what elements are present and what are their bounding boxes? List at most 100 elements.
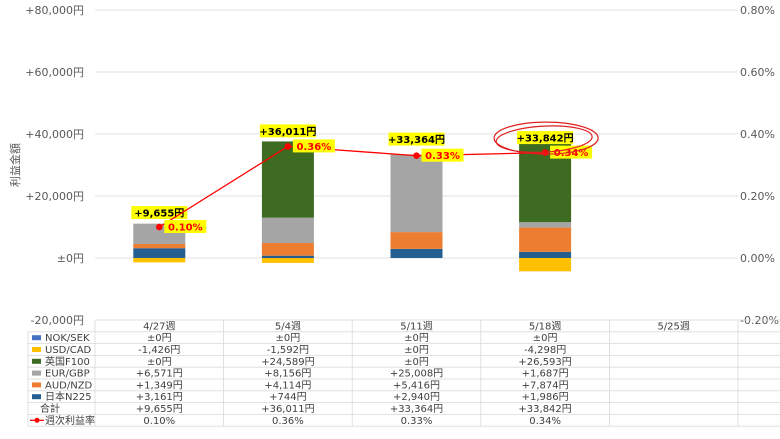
bar-segment [133, 244, 186, 249]
table-cell: +1,349円 [136, 380, 183, 391]
table-cell: +25,008円 [390, 369, 443, 380]
rate-line [158, 145, 546, 228]
category-label: 4/27週 [143, 321, 175, 333]
rate-label-bg [164, 220, 207, 233]
bar-segment [133, 258, 186, 263]
rate-data-label: 0.34% [554, 148, 589, 159]
legend-entry: 週次利益率 [45, 414, 95, 427]
table-cell: +1,687円 [522, 369, 569, 380]
total-label-bg [131, 206, 188, 220]
table-cell: ±0円 [147, 333, 172, 344]
table-cell: -1,592円 [267, 345, 309, 356]
y-tick-label: -20,000円 [31, 314, 84, 327]
bar-segment [390, 232, 443, 249]
table-cell: +9,655円 [136, 404, 183, 415]
legend-key [32, 394, 41, 400]
legend-key [32, 358, 41, 364]
table-cell: 0.10% [143, 416, 175, 427]
emphasis-circle [493, 121, 599, 155]
y2-tick-label: 0.20% [740, 190, 775, 203]
table-cell: +24,589円 [261, 357, 314, 368]
y-tick-label: +80,000円 [25, 4, 84, 17]
bar-segment [519, 251, 572, 258]
bar-segment [519, 258, 572, 272]
category-label: 5/4週 [275, 321, 301, 333]
total-data-label: +33,842円 [517, 133, 574, 145]
table-cell: +2,940円 [393, 392, 440, 403]
table-cell: ±0円 [533, 333, 558, 344]
table-cell: +7,874円 [522, 380, 569, 391]
table-cell: +744円 [269, 392, 306, 403]
table-cell: +4,114円 [264, 380, 311, 391]
emphasis-circle [495, 125, 593, 153]
rate-point [156, 223, 163, 231]
rate-label-bg [292, 139, 335, 153]
table-cell: +33,364円 [390, 404, 443, 415]
legend-key [32, 382, 41, 388]
total-data-label: +33,364円 [388, 134, 445, 146]
table-cell: +8,156円 [264, 369, 311, 380]
bar-segment [519, 222, 572, 228]
bar-segment [261, 255, 314, 258]
table-cell: +6,571円 [136, 369, 183, 380]
bar-segment [261, 258, 314, 263]
legend-key [34, 417, 40, 423]
legend-key [32, 347, 41, 352]
rate-point [413, 152, 420, 159]
table-cell: ±0円 [404, 357, 429, 368]
y2-tick-label: 0.60% [740, 66, 775, 79]
table-cell: ±0円 [276, 333, 301, 344]
table-cell: -4,298円 [524, 345, 566, 356]
rate-point [284, 143, 292, 150]
table-cell: +36,011円 [261, 404, 314, 415]
legend-key [32, 370, 41, 376]
y-tick-label: +40,000円 [25, 128, 84, 141]
bar-segment [390, 154, 443, 233]
table-cell: 0.34% [529, 416, 561, 427]
rate-data-label: 0.33% [425, 151, 460, 162]
bar-segment [261, 217, 314, 243]
bar-segment [390, 248, 443, 258]
table-cell: +33,842円 [518, 404, 571, 415]
legend-entry: 合計 [40, 402, 60, 415]
category-label: 5/11週 [400, 321, 432, 333]
legend-key [32, 335, 41, 341]
table-cell: +26,593円 [518, 357, 571, 368]
y-tick-label: +20,000円 [25, 190, 84, 203]
y2-tick-label: 0.00% [740, 252, 775, 265]
y-axis-title: 利益金額 [8, 143, 22, 187]
rate-data-label: 0.10% [168, 223, 203, 234]
total-label-bg [517, 131, 574, 145]
y2-tick-label: -0.20% [740, 314, 779, 327]
bar-segment [261, 141, 314, 218]
table-cell: ±0円 [147, 357, 172, 368]
y-tick-label: ±0円 [57, 252, 84, 265]
bar-segment [261, 242, 314, 256]
total-data-label: +9,655円 [134, 208, 184, 220]
category-label: 5/18週 [529, 321, 561, 333]
legend-entry: AUD/NZD [45, 380, 93, 391]
rate-label-bg [421, 148, 464, 162]
y-tick-label: +60,000円 [25, 66, 84, 79]
table-cell: -1,426円 [138, 345, 180, 356]
legend-entry: USD/CAD [45, 345, 92, 356]
table-cell: ±0円 [404, 333, 429, 344]
legend-entry: EUR/GBP [45, 369, 90, 380]
table-cell: 0.33% [401, 416, 433, 427]
y2-tick-label: 0.40% [740, 128, 775, 141]
category-label: 5/25週 [657, 321, 689, 333]
table-cell: +1,986円 [522, 392, 569, 403]
bar-segment [133, 248, 186, 258]
table-cell: +3,161円 [136, 392, 183, 403]
rate-data-label: 0.36% [297, 142, 332, 153]
total-label-bg [259, 124, 316, 138]
table-cell: ±0円 [404, 345, 429, 356]
legend-entry: 英国F100 [45, 355, 90, 368]
bar-segment [519, 227, 572, 252]
legend-entry: 日本N225 [45, 390, 92, 403]
table-cell: +5,416円 [393, 380, 440, 391]
y2-tick-label: 0.80% [740, 4, 775, 17]
table-cell: 0.36% [272, 416, 304, 427]
